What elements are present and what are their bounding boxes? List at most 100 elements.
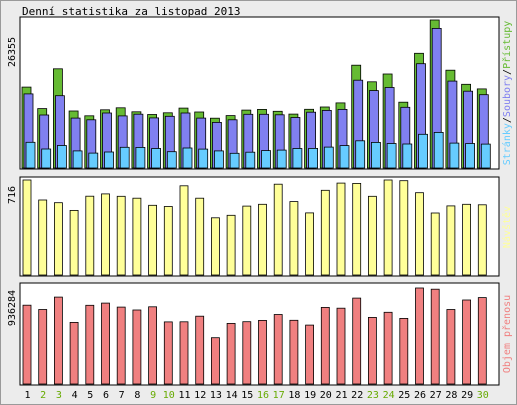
- bar-objem-15: [242, 321, 252, 385]
- bar-navstevy-8: [132, 197, 142, 276]
- bar-objem-2: [38, 309, 48, 385]
- bar-objem-7: [116, 306, 126, 385]
- bar-navstevy-3: [54, 202, 63, 276]
- bar-objem-8: [132, 309, 142, 385]
- bar-navstevy-6: [101, 193, 110, 276]
- x-label-27: 27: [430, 390, 442, 401]
- bar-stranky-24: [386, 143, 397, 169]
- bar-stranky-30: [480, 143, 491, 169]
- bar-navstevy-26: [415, 192, 424, 276]
- x-label-26: 26: [414, 390, 426, 401]
- x-label-17: 17: [273, 390, 285, 401]
- bar-stranky-16: [261, 150, 271, 169]
- legend-pristupy: Přístupy: [501, 21, 513, 69]
- x-label-9: 9: [150, 390, 156, 401]
- x-label-24: 24: [383, 390, 395, 401]
- x-label-23: 23: [367, 390, 379, 401]
- bar-stranky-13: [213, 150, 224, 169]
- bar-navstevy-16: [258, 203, 267, 276]
- bar-navstevy-17: [273, 183, 283, 276]
- bar-objem-21: [336, 307, 346, 385]
- bar-navstevy-12: [195, 197, 205, 276]
- x-label-10: 10: [163, 390, 175, 401]
- bar-stranky-21: [339, 145, 350, 169]
- x-label-1: 1: [24, 390, 30, 401]
- bar-objem-29: [462, 299, 472, 385]
- bar-navstevy-1: [22, 179, 32, 276]
- hits-ymax-label: 26355: [7, 37, 18, 67]
- bar-navstevy-21: [336, 182, 346, 276]
- bar-stranky-26: [418, 133, 428, 169]
- bar-navstevy-13: [210, 217, 220, 276]
- bar-stranky-6: [104, 151, 114, 169]
- x-label-11: 11: [178, 390, 190, 401]
- bar-stranky-23: [370, 141, 381, 169]
- bar-objem-6: [101, 302, 110, 385]
- chart-title: Denní statistika za listopad 2013: [22, 5, 241, 18]
- x-label-14: 14: [226, 390, 238, 401]
- bar-objem-10: [163, 321, 173, 385]
- x-label-8: 8: [134, 390, 140, 401]
- bar-objem-27: [430, 288, 440, 385]
- bar-stranky-1: [25, 141, 36, 169]
- bar-objem-23: [367, 316, 377, 385]
- x-label-5: 5: [87, 390, 93, 401]
- x-label-7: 7: [119, 390, 125, 401]
- legend-sep-1: /: [502, 117, 513, 123]
- bar-navstevy-9: [148, 204, 158, 276]
- bar-navstevy-2: [38, 199, 48, 276]
- bar-stranky-12: [198, 148, 209, 169]
- bar-stranky-7: [119, 146, 130, 169]
- x-label-18: 18: [288, 390, 300, 401]
- x-label-28: 28: [445, 390, 457, 401]
- bar-objem-17: [273, 314, 283, 385]
- legend-navstevy: Návštěv: [501, 206, 513, 248]
- bar-objem-18: [289, 319, 299, 385]
- x-label-12: 12: [194, 390, 206, 401]
- x-label-22: 22: [351, 390, 363, 401]
- bar-navstevy-10: [163, 206, 173, 276]
- bar-objem-16: [258, 319, 267, 385]
- bar-navstevy-28: [446, 205, 456, 276]
- x-label-25: 25: [398, 390, 410, 401]
- bar-stranky-17: [276, 149, 287, 169]
- bar-stranky-9: [151, 148, 162, 169]
- bar-stranky-2: [41, 148, 52, 169]
- x-label-3: 3: [56, 390, 62, 401]
- bar-navstevy-22: [352, 182, 362, 276]
- bar-objem-30: [477, 297, 487, 385]
- bar-stranky-25: [402, 143, 413, 169]
- bar-navstevy-29: [462, 203, 472, 276]
- bar-navstevy-11: [179, 185, 189, 276]
- legend-sep-2: /: [502, 69, 513, 75]
- bar-stranky-5: [88, 152, 99, 169]
- legend-stranky: Stránky: [501, 123, 513, 165]
- bar-stranky-8: [135, 146, 146, 169]
- bar-navstevy-4: [69, 209, 79, 276]
- bar-stranky-11: [182, 147, 193, 169]
- x-label-29: 29: [461, 390, 473, 401]
- x-label-13: 13: [210, 390, 222, 401]
- x-label-30: 30: [477, 390, 489, 401]
- x-label-2: 2: [40, 390, 46, 401]
- x-label-19: 19: [304, 390, 316, 401]
- x-label-21: 21: [335, 390, 347, 401]
- bar-navstevy-24: [383, 179, 393, 276]
- bar-stranky-14: [229, 152, 240, 169]
- x-label-4: 4: [72, 390, 78, 401]
- bar-navstevy-18: [289, 201, 299, 276]
- bar-objem-9: [148, 306, 158, 385]
- bar-objem-20: [320, 306, 330, 385]
- bar-objem-22: [352, 297, 362, 385]
- bar-objem-24: [383, 311, 393, 385]
- legend-soubory: Soubory: [502, 75, 513, 117]
- bar-navstevy-30: [477, 204, 487, 276]
- bar-objem-1: [22, 304, 32, 385]
- bar-layer: [21, 19, 491, 385]
- bar-navstevy-19: [305, 212, 315, 276]
- hits-legend: Stránky/Soubory/Přístupy: [501, 21, 513, 166]
- bar-objem-19: [305, 324, 315, 385]
- bar-navstevy-14: [226, 214, 236, 276]
